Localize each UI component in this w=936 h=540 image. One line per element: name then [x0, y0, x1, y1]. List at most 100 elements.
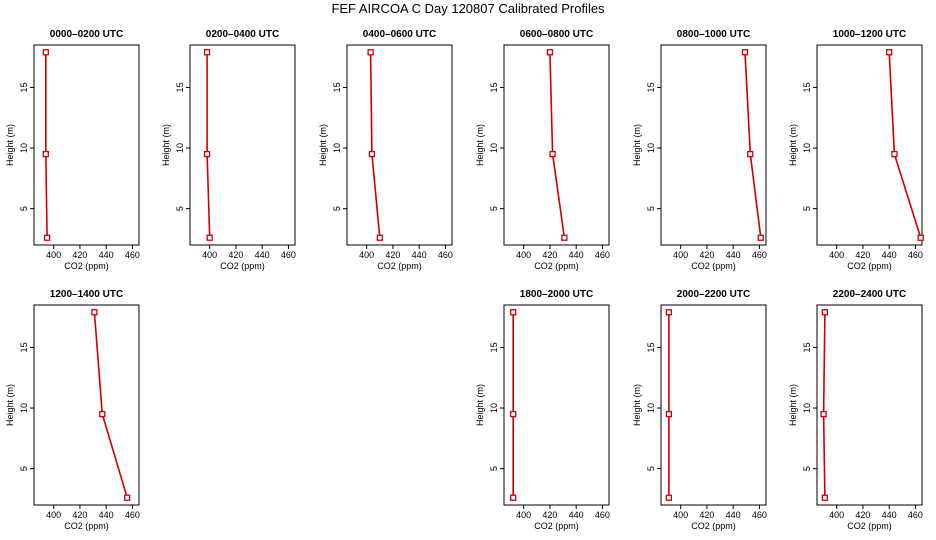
y-tick-label: 10 — [19, 143, 29, 153]
profile-point — [203, 150, 211, 158]
x-tick-label: 420 — [855, 510, 870, 520]
profile-point — [665, 410, 673, 418]
profile-point — [546, 49, 554, 56]
panel-title: 0600–0800 UTC — [520, 29, 593, 40]
profile-line — [888, 52, 922, 238]
x-tick-label: 420 — [855, 250, 870, 260]
profile-panel-9: 1800–2000 UTC 400 420 440 460 5 10 15 CO2 (ppm) H… — [475, 289, 610, 531]
profile-panel-10: 2000–2200 UTC 400 420 440 460 5 10 15 CO2 (ppm) H… — [632, 289, 767, 531]
x-tick-label: 420 — [542, 250, 557, 260]
y-tick-label: 5 — [19, 206, 29, 211]
profile-point — [821, 494, 829, 501]
profile-panel-4: 0800–1000 UTC 400 420 440 460 5 10 15 CO2 (ppm) H… — [632, 29, 767, 271]
profile-point — [376, 234, 383, 241]
profile-line — [369, 52, 381, 238]
y-tick-label: 15 — [802, 342, 812, 352]
x-axis-label: CO2 (ppm) — [691, 521, 736, 531]
plot-frame — [346, 44, 453, 246]
x-axis-label: CO2 (ppm) — [64, 261, 109, 271]
profile-point — [665, 309, 673, 316]
plot-frame — [33, 304, 140, 506]
x-tick-label: 460 — [752, 250, 767, 260]
profile-panel-2: 0400–0600 UTC 400 420 440 460 5 10 15 CO2 (ppm) H… — [318, 29, 453, 271]
profile-panel-11: 2200–2400 UTC 400 420 440 460 5 10 15 CO2 (ppm) H… — [788, 289, 923, 531]
y-axis-label: Height (m) — [5, 124, 15, 166]
y-tick-label: 15 — [489, 342, 499, 352]
panels-grid: 0000–0200 UTC 400 420 440 460 5 10 15 CO2 (ppm) H… — [5, 29, 924, 531]
panel-title: 2000–2200 UTC — [677, 289, 750, 300]
x-tick-label: 420 — [699, 250, 714, 260]
x-tick-label: 420 — [72, 510, 87, 520]
profile-point — [665, 494, 673, 501]
panel-title: 0000–0200 UTC — [50, 29, 123, 40]
y-axis-label: Height (m) — [632, 124, 642, 166]
y-tick-label: 15 — [175, 82, 185, 92]
x-tick-label: 420 — [542, 510, 557, 520]
x-axis-label: CO2 (ppm) — [534, 521, 579, 531]
profile-point — [43, 234, 51, 241]
y-axis-label: Height (m) — [5, 384, 15, 426]
x-tick-label: 400 — [359, 250, 374, 260]
x-axis-label: CO2 (ppm) — [377, 261, 422, 271]
profile-point — [891, 150, 898, 158]
profile-point — [42, 150, 49, 158]
panel-title: 1200–1400 UTC — [50, 289, 123, 300]
x-tick-label: 460 — [438, 250, 453, 260]
y-tick-label: 15 — [332, 82, 342, 92]
y-axis-label: Height (m) — [318, 124, 328, 166]
profile-point — [203, 49, 211, 56]
x-tick-label: 460 — [281, 250, 296, 260]
plot-frame — [660, 44, 767, 246]
profile-line — [93, 312, 128, 498]
y-axis-label: Height (m) — [632, 384, 642, 426]
x-tick-label: 400 — [202, 250, 217, 260]
x-tick-label: 460 — [908, 250, 923, 260]
x-tick-label: 440 — [569, 250, 584, 260]
x-axis-label: CO2 (ppm) — [220, 261, 265, 271]
y-tick-label: 15 — [489, 82, 499, 92]
x-tick-label: 400 — [516, 250, 531, 260]
y-tick-label: 15 — [646, 342, 656, 352]
panel-title: 2200–2400 UTC — [833, 289, 906, 300]
y-tick-label: 5 — [489, 466, 499, 471]
plot-frame — [189, 44, 296, 246]
plot-frame — [33, 44, 140, 246]
x-tick-label: 420 — [385, 250, 400, 260]
x-tick-label: 400 — [673, 250, 688, 260]
x-tick-label: 460 — [908, 510, 923, 520]
y-tick-label: 5 — [175, 206, 185, 211]
y-tick-label: 10 — [646, 403, 656, 413]
panel-title: 0800–1000 UTC — [677, 29, 750, 40]
profile-panel-1: 0200–0400 UTC 400 420 440 460 5 10 15 CO2 (ppm) H… — [161, 29, 296, 271]
profile-point — [91, 309, 98, 316]
x-tick-label: 420 — [72, 250, 87, 260]
y-axis-label: Height (m) — [475, 384, 485, 426]
profile-point — [99, 410, 106, 418]
x-tick-label: 460 — [595, 250, 610, 260]
x-tick-label: 400 — [829, 510, 844, 520]
y-tick-label: 15 — [19, 342, 29, 352]
x-tick-label: 420 — [699, 510, 714, 520]
y-tick-label: 5 — [489, 206, 499, 211]
x-tick-label: 460 — [125, 510, 140, 520]
x-tick-label: 400 — [46, 250, 61, 260]
x-tick-label: 440 — [569, 510, 584, 520]
x-tick-label: 400 — [673, 510, 688, 520]
x-tick-label: 460 — [595, 510, 610, 520]
x-tick-label: 400 — [516, 510, 531, 520]
profile-point — [917, 234, 924, 241]
plot-frame — [816, 44, 923, 246]
profile-point — [757, 234, 764, 241]
y-tick-label: 15 — [802, 82, 812, 92]
profile-line — [744, 52, 762, 238]
y-tick-label: 10 — [175, 143, 185, 153]
figure-title: FEF AIRCOA C Day 120807 Calibrated Profi… — [331, 1, 605, 16]
x-axis-label: CO2 (ppm) — [691, 261, 736, 271]
profile-panel-0: 0000–0200 UTC 400 420 440 460 5 10 15 CO2 (ppm) H… — [5, 29, 140, 271]
profile-point — [886, 49, 893, 56]
y-tick-label: 10 — [19, 403, 29, 413]
y-tick-label: 5 — [646, 206, 656, 211]
y-tick-label: 15 — [19, 82, 29, 92]
y-axis-label: Height (m) — [788, 384, 798, 426]
y-tick-label: 5 — [802, 466, 812, 471]
